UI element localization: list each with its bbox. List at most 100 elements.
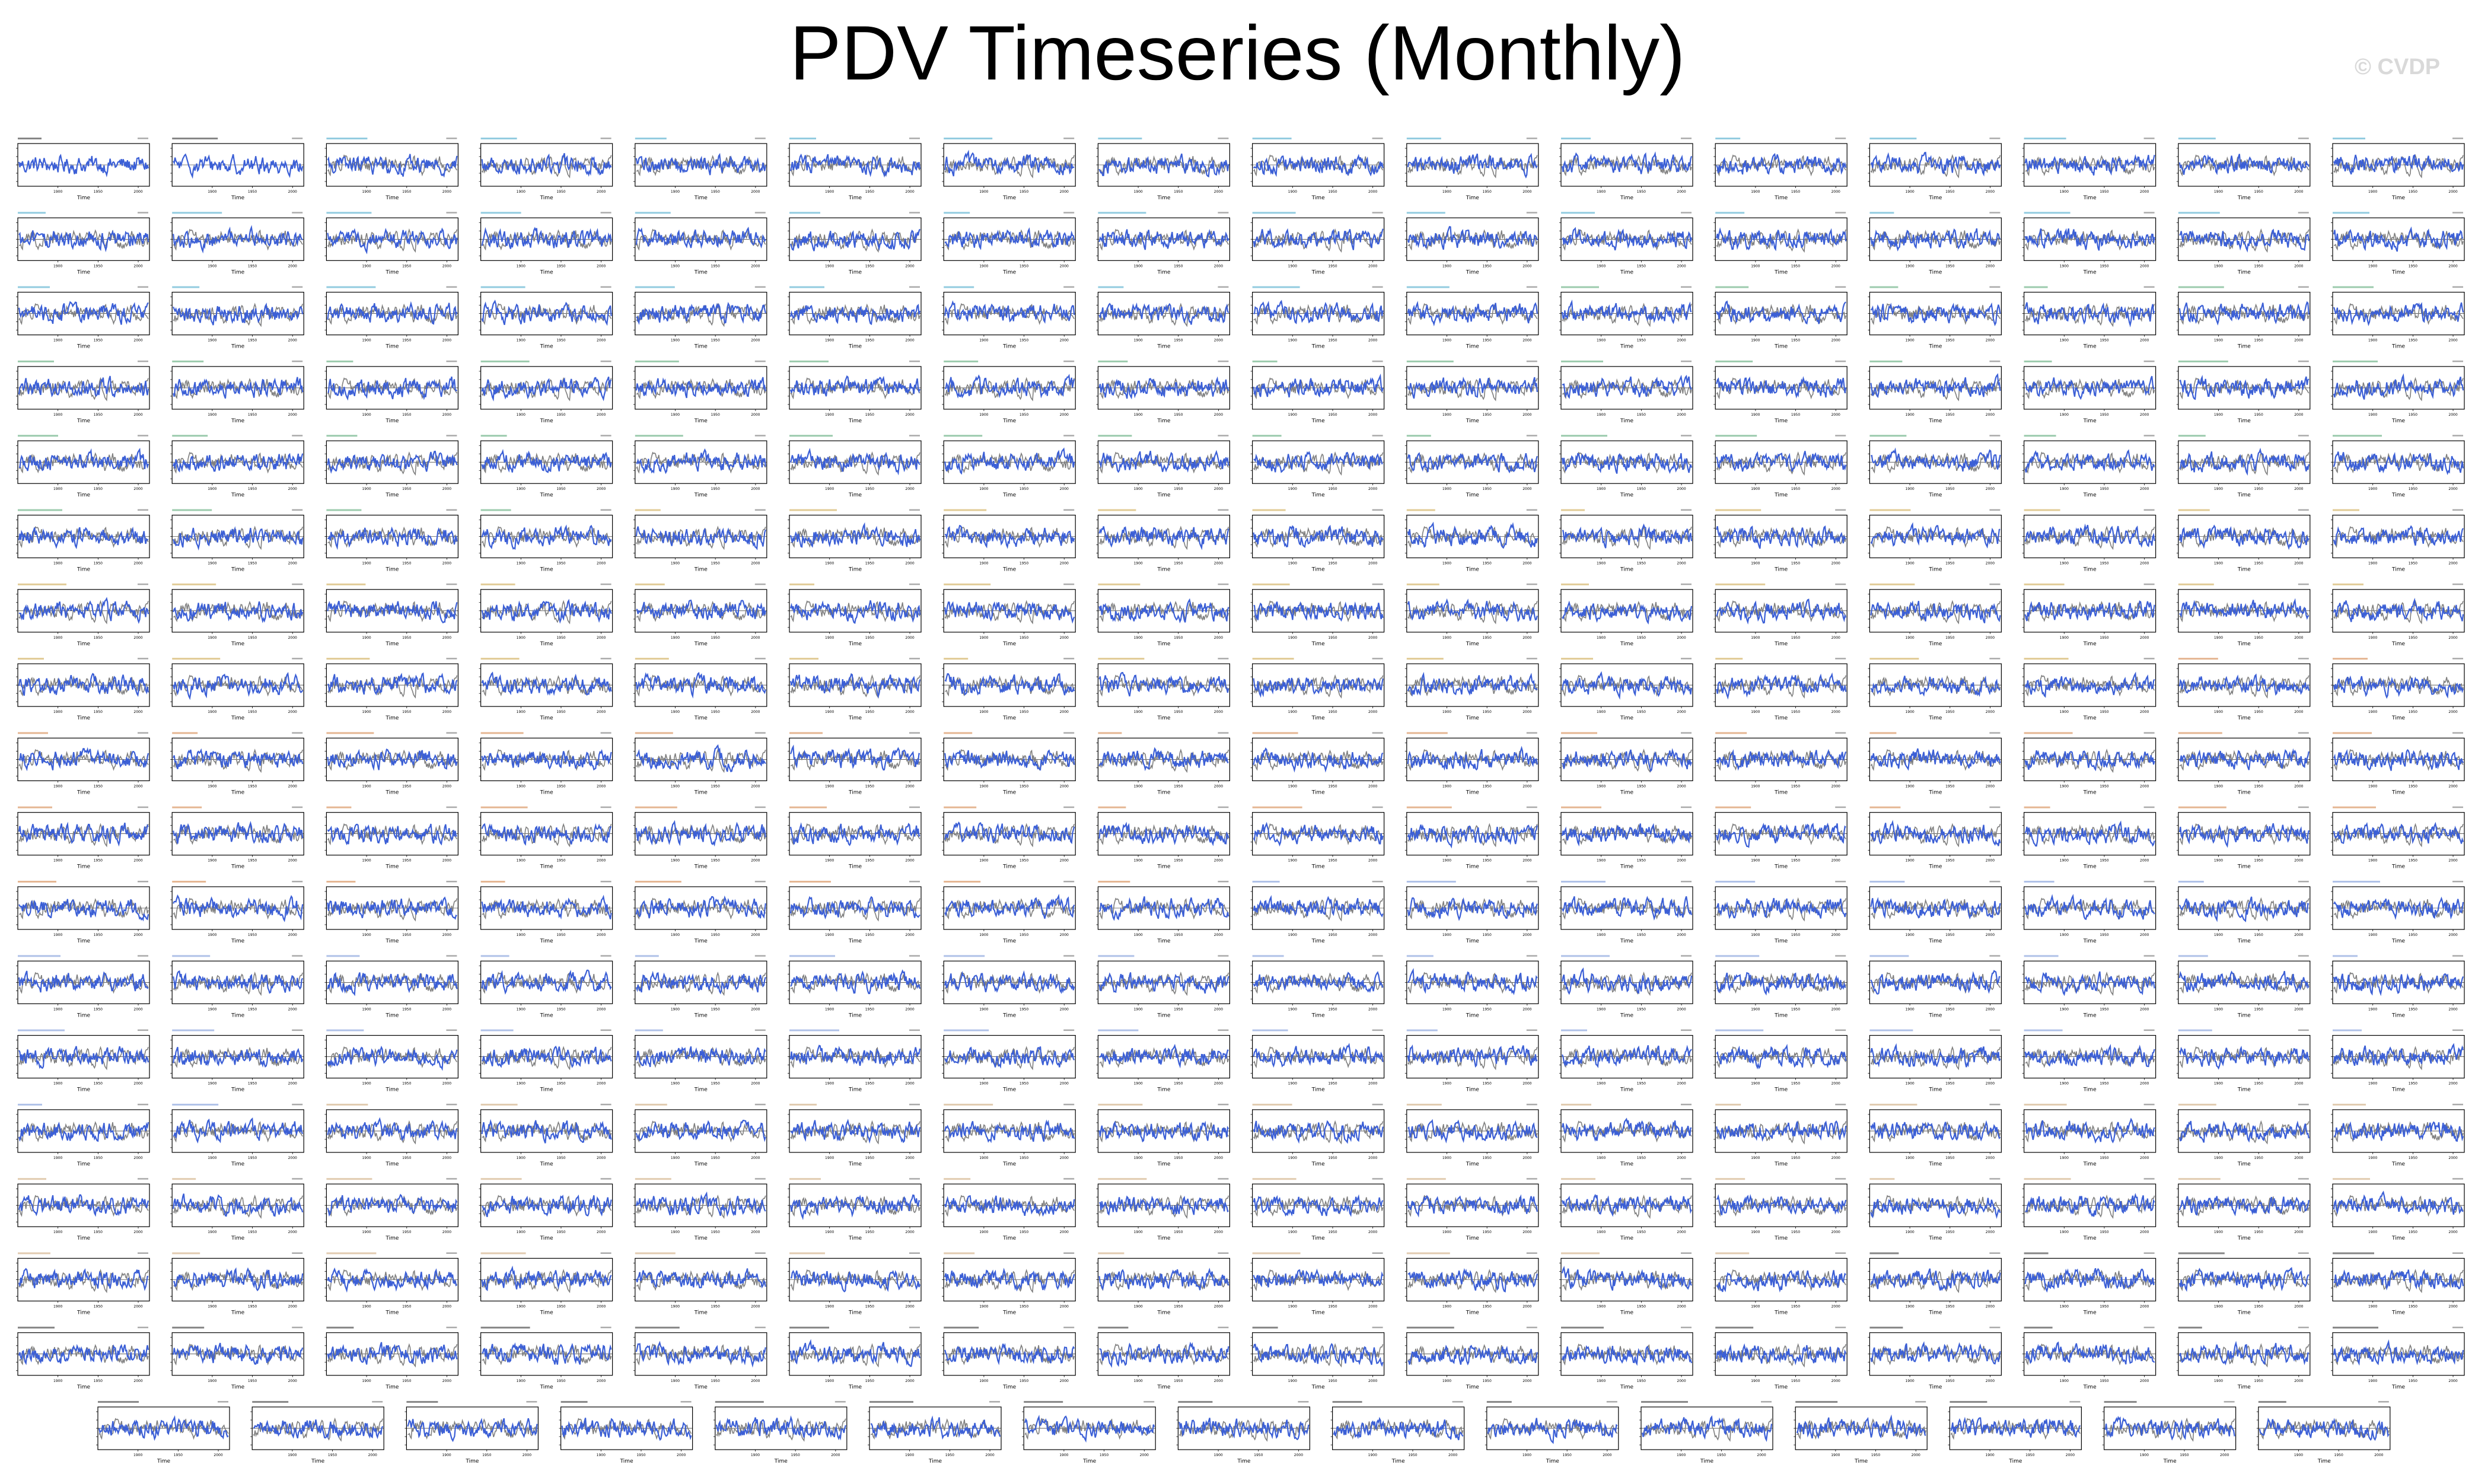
x-tick-label: 2000 bbox=[1522, 1305, 1531, 1309]
x-tick-label: 1900 bbox=[2368, 859, 2377, 863]
x-tick-label: 2000 bbox=[442, 1230, 451, 1234]
x-tick-label: 1950 bbox=[865, 562, 874, 566]
x-axis-label: Time bbox=[1157, 641, 1170, 647]
x-axis-label: Time bbox=[540, 1161, 553, 1167]
panel-stat-mark bbox=[754, 658, 766, 660]
x-tick-label: 1950 bbox=[1020, 339, 1028, 343]
x-tick-label: 1900 bbox=[1288, 1007, 1297, 1011]
panel-stat-mark bbox=[1681, 658, 1692, 660]
panel-stat-mark bbox=[1989, 583, 2001, 585]
x-tick-label: 2000 bbox=[905, 413, 914, 417]
x-tick-label: 2000 bbox=[442, 710, 451, 714]
x-tick-label: 2000 bbox=[1214, 933, 1223, 937]
x-tick-label: 2000 bbox=[442, 1305, 451, 1309]
x-tick-label: 2000 bbox=[2294, 339, 2303, 343]
x-tick-label: 1950 bbox=[402, 859, 411, 863]
panel-title-mark bbox=[172, 732, 198, 734]
x-tick-label: 1950 bbox=[556, 859, 565, 863]
panel-title-mark bbox=[2024, 360, 2052, 362]
panel-title-mark bbox=[2333, 286, 2374, 288]
member-series-line bbox=[1871, 447, 2001, 472]
x-tick-label: 1950 bbox=[402, 190, 411, 194]
x-tick-label: 2000 bbox=[597, 1156, 606, 1160]
panel-stat-mark bbox=[1835, 658, 1846, 660]
x-tick-label: 2000 bbox=[442, 933, 451, 937]
x-tick-label: 1950 bbox=[2100, 190, 2108, 194]
x-tick-label: 2000 bbox=[1522, 1007, 1531, 1011]
x-axis-label: Time bbox=[1002, 195, 1016, 201]
x-tick-label: 1900 bbox=[1288, 710, 1297, 714]
x-tick-label: 1950 bbox=[402, 1156, 411, 1160]
x-tick-label: 2000 bbox=[905, 190, 914, 194]
panel-stat-mark bbox=[292, 1178, 303, 1180]
panel-title-mark bbox=[1561, 1103, 1591, 1106]
x-tick-label: 1950 bbox=[402, 264, 411, 268]
x-tick-label: 1900 bbox=[1751, 636, 1760, 640]
x-tick-label: 1900 bbox=[2060, 264, 2069, 268]
panel-stat-mark bbox=[754, 360, 766, 362]
panel-title-mark bbox=[480, 509, 511, 511]
panel-stat-mark bbox=[292, 732, 303, 734]
member-series-line bbox=[1098, 598, 1229, 623]
panel-stat-mark bbox=[292, 1326, 303, 1329]
panel-title-mark bbox=[2024, 1103, 2067, 1106]
member-series-line bbox=[2024, 302, 2155, 328]
panel-stat-mark bbox=[1218, 1103, 1229, 1106]
reference-series-line bbox=[2024, 302, 2155, 327]
x-tick-label: 1900 bbox=[671, 1305, 680, 1309]
x-tick-label: 2000 bbox=[1214, 636, 1223, 640]
panel-stat-mark bbox=[909, 286, 920, 288]
x-axis-label: Time bbox=[1466, 1235, 1479, 1241]
x-tick-label: 2000 bbox=[1986, 339, 1995, 343]
panel-stat-mark bbox=[292, 955, 303, 957]
panel-stat-mark bbox=[1835, 286, 1846, 288]
x-tick-label: 2000 bbox=[2294, 1156, 2303, 1160]
member-series-line bbox=[1098, 671, 1229, 697]
panel-stat-mark bbox=[446, 583, 457, 585]
x-axis-label: Time bbox=[77, 789, 90, 795]
panel-title-mark bbox=[1098, 1178, 1147, 1180]
panel-title-mark bbox=[2178, 1029, 2212, 1031]
member-series-line bbox=[1870, 1043, 2001, 1068]
x-axis-label: Time bbox=[2391, 938, 2405, 944]
x-tick-label: 1950 bbox=[1328, 784, 1337, 788]
reference-series-line bbox=[790, 1120, 920, 1145]
x-tick-label: 1900 bbox=[1905, 562, 1914, 566]
panel-title-mark bbox=[18, 583, 66, 585]
x-tick-label: 1900 bbox=[825, 859, 834, 863]
panel-title-mark bbox=[172, 955, 211, 957]
panel-stat-mark bbox=[1681, 1029, 1692, 1031]
x-tick-label: 2000 bbox=[288, 1230, 297, 1234]
panel-title-mark bbox=[480, 955, 509, 957]
panel-title-mark bbox=[789, 435, 833, 437]
member-series-line bbox=[173, 671, 304, 700]
panel-title-mark bbox=[635, 360, 679, 362]
panel-title-mark bbox=[635, 658, 669, 660]
x-tick-label: 2000 bbox=[2140, 1305, 2149, 1309]
member-series-line bbox=[789, 447, 920, 476]
x-tick-label: 2000 bbox=[597, 190, 606, 194]
x-axis-label: Time bbox=[1311, 269, 1325, 275]
x-tick-label: 2000 bbox=[288, 784, 297, 788]
x-tick-label: 2000 bbox=[751, 636, 760, 640]
member-series-line bbox=[1562, 374, 1692, 399]
x-tick-label: 1900 bbox=[1905, 1007, 1914, 1011]
x-axis-label: Time bbox=[848, 1161, 862, 1167]
x-tick-label: 2000 bbox=[1368, 636, 1377, 640]
x-tick-label: 1900 bbox=[1288, 1230, 1297, 1234]
member-series-line bbox=[1716, 598, 1847, 625]
x-axis-label: Time bbox=[1002, 641, 1016, 647]
